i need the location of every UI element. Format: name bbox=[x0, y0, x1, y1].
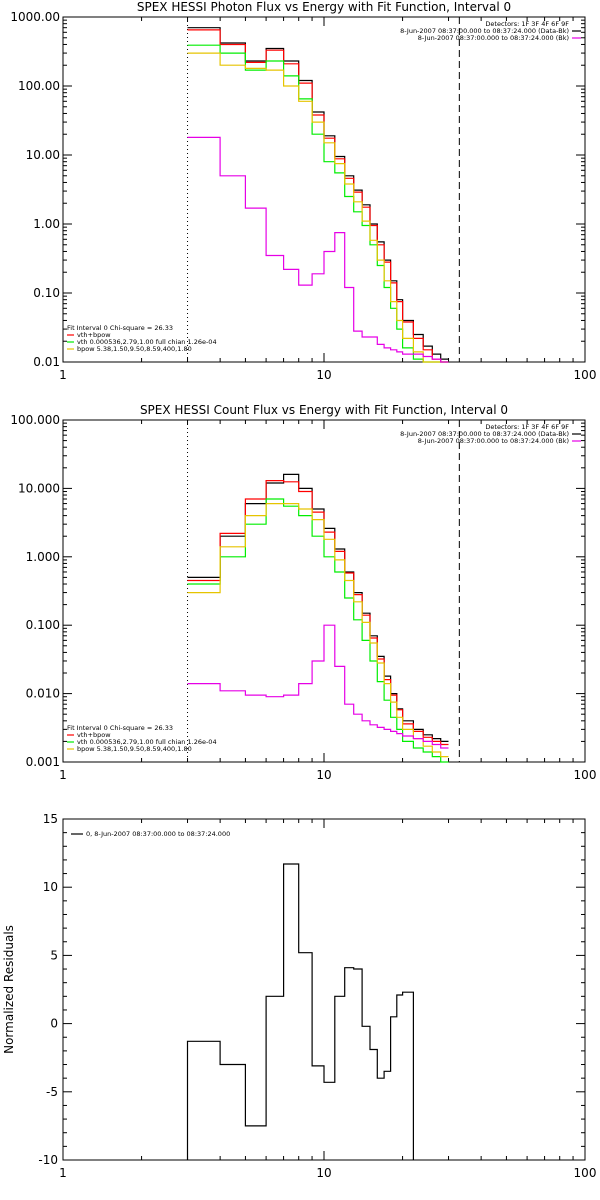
y-tick-label: 1.000 bbox=[26, 550, 60, 564]
x-tick-label: 1 bbox=[59, 768, 67, 782]
y-tick-label: -10 bbox=[38, 1153, 58, 1167]
legend-entry: 0, 8-Jun-2007 08:37:00.000 to 08:37:24.0… bbox=[86, 830, 230, 838]
legend-entry: vth+bpow bbox=[77, 731, 111, 739]
y-tick-label: 0.01 bbox=[33, 355, 60, 369]
y-tick-label: 15 bbox=[43, 812, 58, 826]
info-line: 8-Jun-2007 08:37:00.000 to 08:37:24.000 … bbox=[400, 27, 569, 35]
y-tick-label: 0.010 bbox=[26, 687, 60, 701]
y-axis-label: Normalized Residuals bbox=[2, 925, 16, 1054]
y-tick-label: 0.100 bbox=[26, 618, 60, 632]
y-tick-label: 0 bbox=[50, 1017, 58, 1031]
series-total-line bbox=[186, 863, 414, 1160]
series-background-line bbox=[187, 624, 449, 749]
x-tick-label: 100 bbox=[574, 768, 597, 782]
series-bpow-line bbox=[187, 503, 449, 758]
y-tick-label: 100.000 bbox=[10, 413, 60, 427]
legend-entry: vth 0.000536,2.79,1.00 full chian 1.26e-… bbox=[77, 338, 217, 346]
series-fit-line bbox=[187, 29, 449, 363]
info-line: 8-Jun-2007 08:37:00.000 to 08:37:24.000 … bbox=[418, 34, 569, 42]
chart-title: SPEX HESSI Photon Flux vs Energy with Fi… bbox=[137, 0, 511, 14]
x-tick-label: 100 bbox=[574, 1166, 597, 1180]
y-tick-label: 5 bbox=[50, 948, 58, 962]
y-tick-label: 0.001 bbox=[26, 755, 60, 769]
x-tick-label: 1 bbox=[59, 1166, 67, 1180]
series-total-line bbox=[187, 27, 449, 360]
plot-frame bbox=[62, 16, 586, 363]
legend-entry: Fit Interval 0 Chi-square = 26.33 bbox=[67, 724, 173, 732]
info-line: Detectors: 1F 3F 4F 6F 9F bbox=[485, 20, 569, 28]
y-tick-label: 1000.00 bbox=[10, 10, 60, 24]
y-tick-label: 10 bbox=[43, 880, 58, 894]
plot-panel-3: 1 10 100 15 10 5 0 -5 -10 Normalized Residuals 0, … bbox=[2, 812, 596, 1180]
legend-entry: bpow 5.38,1.50,9.50,8.59,400,1.80 bbox=[77, 345, 192, 353]
series-vth-line bbox=[187, 498, 449, 763]
y-tick-label: 0.10 bbox=[33, 286, 60, 300]
x-tick-label: 10 bbox=[316, 368, 331, 382]
legend-entry: vth 0.000536,2.79,1.00 full chian 1.26e-… bbox=[77, 738, 217, 746]
x-tick-label: 10 bbox=[316, 1166, 331, 1180]
info-line: 8-Jun-2007 08:37:00.000 to 08:37:24.000 … bbox=[400, 430, 569, 438]
x-tick-label: 100 bbox=[574, 368, 597, 382]
y-tick-label: 1.00 bbox=[33, 217, 60, 231]
legend-entry: Fit Interval 0 Chi-square = 26.33 bbox=[67, 324, 173, 332]
plot-frame bbox=[62, 419, 586, 763]
y-tick-label: 100.00 bbox=[18, 79, 60, 93]
info-line: Detectors: 1F 3F 4F 6F 9F bbox=[485, 423, 569, 431]
info-line: 8-Jun-2007 08:37:00.000 to 08:37:24.000 … bbox=[418, 437, 569, 445]
chart-title: SPEX HESSI Count Flux vs Energy with Fit… bbox=[140, 403, 508, 417]
plot-panel-2: SPEX HESSI Count Flux vs Energy with Fit… bbox=[10, 403, 596, 782]
y-tick-label: 10.000 bbox=[18, 481, 60, 495]
x-tick-label: 1 bbox=[59, 368, 67, 382]
plot-panel-1: SPEX HESSI Photon Flux vs Energy with Fi… bbox=[10, 0, 596, 382]
legend-entry: bpow 5.38,1.50,9.50,8.59,400,1.80 bbox=[77, 745, 192, 753]
legend-entry: vth+bpow bbox=[77, 331, 111, 339]
series-total-line bbox=[187, 473, 449, 743]
series-bpow-line bbox=[187, 52, 449, 363]
y-tick-label: 10.00 bbox=[26, 148, 60, 162]
x-tick-label: 10 bbox=[316, 768, 331, 782]
y-tick-label: -5 bbox=[46, 1085, 58, 1099]
series-vth-line bbox=[187, 44, 449, 363]
series-background-line bbox=[187, 136, 449, 363]
plot-frame bbox=[62, 818, 586, 1161]
